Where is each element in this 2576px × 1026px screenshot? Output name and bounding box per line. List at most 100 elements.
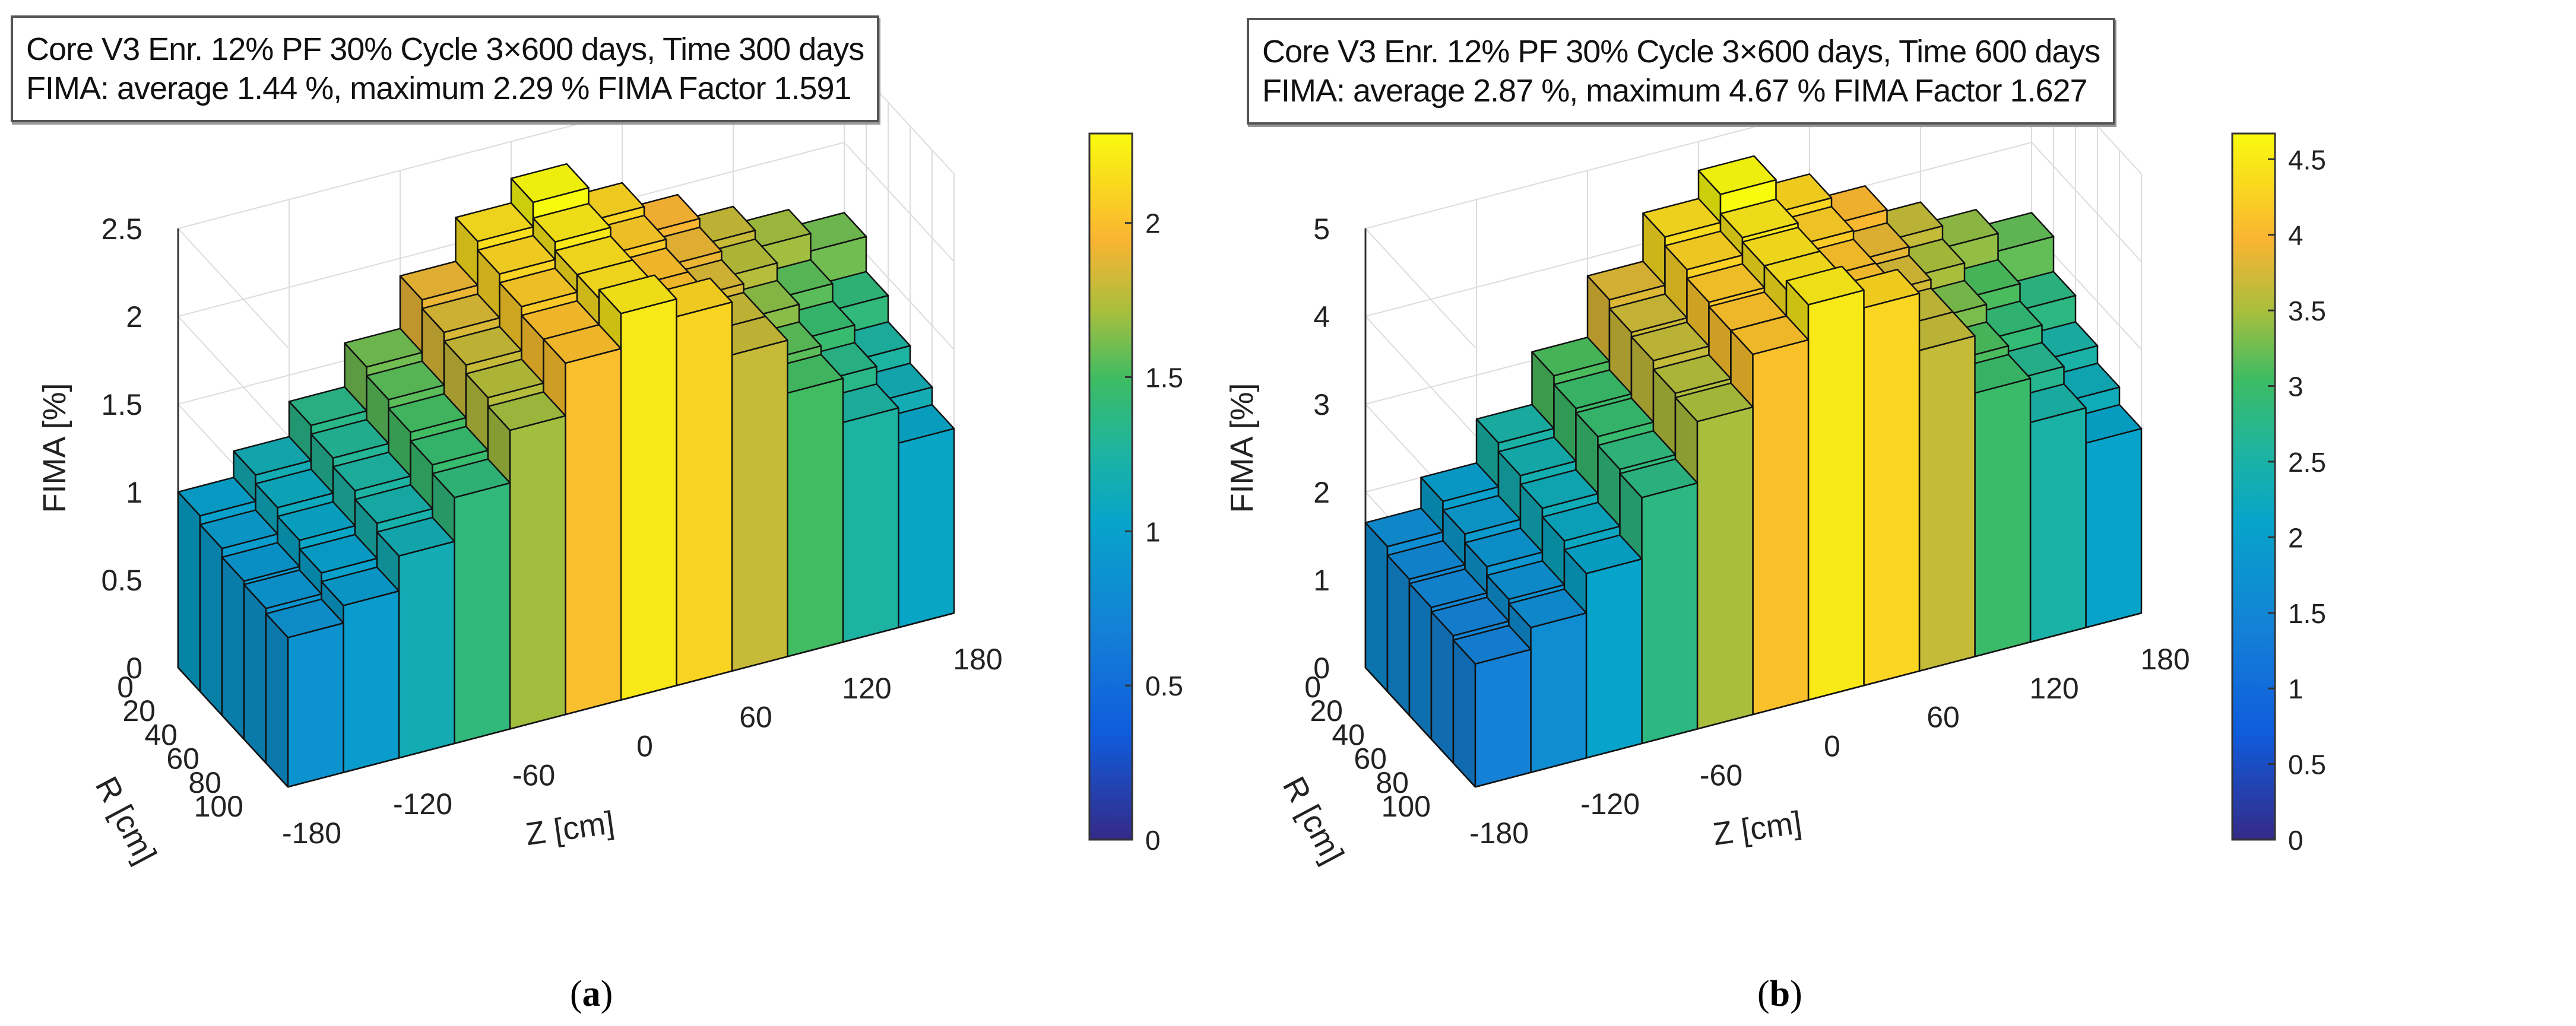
panel-b-fima-axis-label: FIMA [%] [1224, 383, 1260, 513]
panel-a-caption-label: a [582, 974, 601, 1014]
bar-front-face [1641, 482, 1699, 745]
panel-a-r-tick-label: 60 [166, 742, 199, 776]
panel-b-title-line2: FIMA: average 2.87 %, maximum 4.67 % FIM… [1262, 73, 2088, 109]
panel-a-bars [177, 163, 955, 788]
panel-a-fima-tick-label: 0 [126, 652, 142, 685]
bar-front-face [1918, 335, 1976, 672]
bar-front-face [842, 407, 899, 643]
panel-b-z-axis-label: Z [cm] [1711, 805, 1804, 852]
panel-b-chart: 012345020406080100-180-120-60060120180FI… [1224, 53, 2326, 869]
bar-front-face [1530, 612, 1588, 773]
bar-front-face [509, 415, 566, 730]
panel-a-colorbar-tick-label: 0 [1145, 825, 1161, 856]
bar-side-face [1452, 639, 1476, 788]
panel-b-fima-tick-label: 4 [1313, 300, 1330, 333]
panel-a-fima-tick-label: 2 [126, 300, 142, 333]
panel-a-r-tick-label: 100 [194, 790, 243, 823]
bar-top-face [532, 202, 611, 243]
panel-b-colorbar [2231, 132, 2276, 841]
panel-a-fima-tick-label: 1 [126, 476, 142, 509]
bar-front-face [454, 482, 511, 745]
panel-b-r-axis-label: R [cm] [1276, 771, 1351, 869]
bar-top-face [265, 598, 344, 639]
bar-side-face [1430, 611, 1455, 764]
bar-front-face [1474, 649, 1532, 788]
bar-top-face [1452, 624, 1532, 665]
panel-a-z-tick-label: 0 [636, 730, 653, 763]
panel-a-colorbar-tick-label: 2 [1145, 208, 1161, 239]
bar-front-face [1807, 289, 1865, 701]
bar-side-face [1364, 522, 1389, 693]
panel-b-colorbar-tick-label: 0.5 [2288, 749, 2326, 780]
panel-b-r-tick-label: 100 [1382, 790, 1431, 823]
bar-top-face [487, 391, 566, 431]
panel-a-fima-tick-label: 2.5 [101, 212, 142, 246]
bar-top-face [1674, 382, 1754, 423]
bar-top-face [598, 274, 677, 315]
panel-b-colorbar-tick-label: 2.5 [2288, 447, 2326, 478]
panel-a-z-tick-label: 60 [739, 701, 772, 734]
bar-front-face [565, 348, 622, 716]
panel-b-fima-tick-label: 2 [1313, 476, 1330, 509]
bar-front-face [343, 590, 400, 773]
bar-side-face [221, 556, 245, 740]
panel-b-bar [1452, 624, 1532, 788]
bar-side-face [1408, 583, 1433, 740]
panel-b-colorbar-tick-label: 1 [2288, 674, 2303, 704]
panel-a-colorbar [1088, 132, 1133, 841]
panel-a-chart: 00.511.522.5020406080100-180-120-6006012… [37, 53, 1183, 869]
panel-b-r-tick-label: 0 [1304, 671, 1321, 704]
bar-top-face [510, 163, 590, 204]
panel-b-title-line1: Core V3 Enr. 12% PF 30% Cycle 3×600 days… [1262, 34, 2100, 69]
panel-b-colorbar-tick-label: 0 [2288, 825, 2303, 856]
panel-b-colorbar-tick-label: 2 [2288, 522, 2303, 553]
panel-a-z-tick-label: -120 [393, 787, 452, 821]
bar-front-face [731, 339, 788, 672]
bar-top-face [1785, 265, 1865, 306]
bar-side-face [177, 491, 201, 693]
bar-top-face [376, 516, 455, 557]
panel-a-caption: (a) [570, 974, 613, 1014]
bar-front-face [1696, 406, 1754, 730]
panel-b-z-tick-label: -120 [1580, 787, 1640, 821]
bar-top-face [1719, 198, 1799, 239]
bar-front-face [398, 541, 455, 759]
bar-front-face [2029, 407, 2087, 643]
panel-b-title-box: Core V3 Enr. 12% PF 30% Cycle 3×600 days… [1247, 18, 2116, 125]
bar-top-face [1508, 588, 1588, 628]
panel-b-z-tick-label: 0 [1824, 730, 1840, 763]
panel-b-fima-tick-label: 5 [1313, 212, 1330, 246]
bar-top-face [432, 458, 511, 498]
panel-a-z-tick-label: -180 [282, 817, 341, 850]
panel-b-r-tick-label: 80 [1376, 766, 1409, 799]
panel-a-z-tick-label: 120 [842, 672, 891, 705]
bar-top-face [1619, 458, 1699, 498]
panel-b-caption-label: b [1769, 974, 1791, 1014]
panel-b-colorbar-tick-label: 4.5 [2288, 144, 2326, 175]
panel-b-fima-tick-label: 0 [1313, 652, 1330, 685]
bar-top-face [543, 324, 622, 364]
bar-front-face [1585, 558, 1643, 759]
panel-a-z-tick-label: -60 [512, 758, 555, 792]
bar-top-face [321, 566, 400, 606]
panel-b-z-tick-label: 120 [2029, 672, 2078, 705]
panel-a-title-box: Core V3 Enr. 12% PF 30% Cycle 3×600 days… [11, 15, 880, 122]
panel-a-z-tick-label: 180 [953, 643, 1002, 676]
panel-a-r-axis-label: R [cm] [88, 771, 163, 869]
panel-b-r-tick-label: 40 [1332, 718, 1365, 751]
bar-top-face [1730, 315, 1810, 355]
bar-front-face [1974, 377, 2032, 657]
panel-a-title-line1: Core V3 Enr. 12% PF 30% Cycle 3×600 days… [26, 31, 864, 67]
panel-a-title-line2: FIMA: average 1.44 %, maximum 2.29 % FIM… [26, 71, 852, 106]
panel-a-r-tick-label: 20 [122, 694, 156, 728]
panel-b-z-tick-label: -60 [1700, 758, 1742, 792]
panel-b-bars [1364, 155, 2143, 788]
bar-front-face [620, 298, 677, 701]
panel-a-fima-tick-label: 0.5 [101, 564, 142, 597]
panel-b-colorbar-tick-label: 3 [2288, 371, 2303, 402]
panel-b-colorbar-tick-label: 1.5 [2288, 598, 2326, 629]
bar-front-face [676, 301, 733, 687]
bar-front-face [787, 377, 844, 657]
bar-front-face [287, 622, 344, 788]
